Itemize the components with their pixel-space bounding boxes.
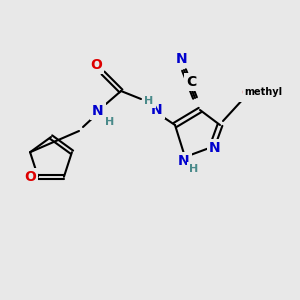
- Text: N: N: [92, 104, 104, 118]
- Text: H: H: [144, 96, 154, 106]
- Text: N: N: [209, 141, 221, 155]
- Text: methyl: methyl: [244, 87, 282, 97]
- Text: N: N: [176, 52, 188, 66]
- Text: H: H: [105, 117, 115, 127]
- Text: O: O: [241, 86, 253, 100]
- Text: H: H: [189, 164, 199, 174]
- Text: N: N: [178, 154, 190, 168]
- Text: C: C: [186, 75, 196, 89]
- Text: N: N: [151, 103, 163, 117]
- Text: O: O: [90, 58, 102, 72]
- Text: O: O: [24, 170, 36, 184]
